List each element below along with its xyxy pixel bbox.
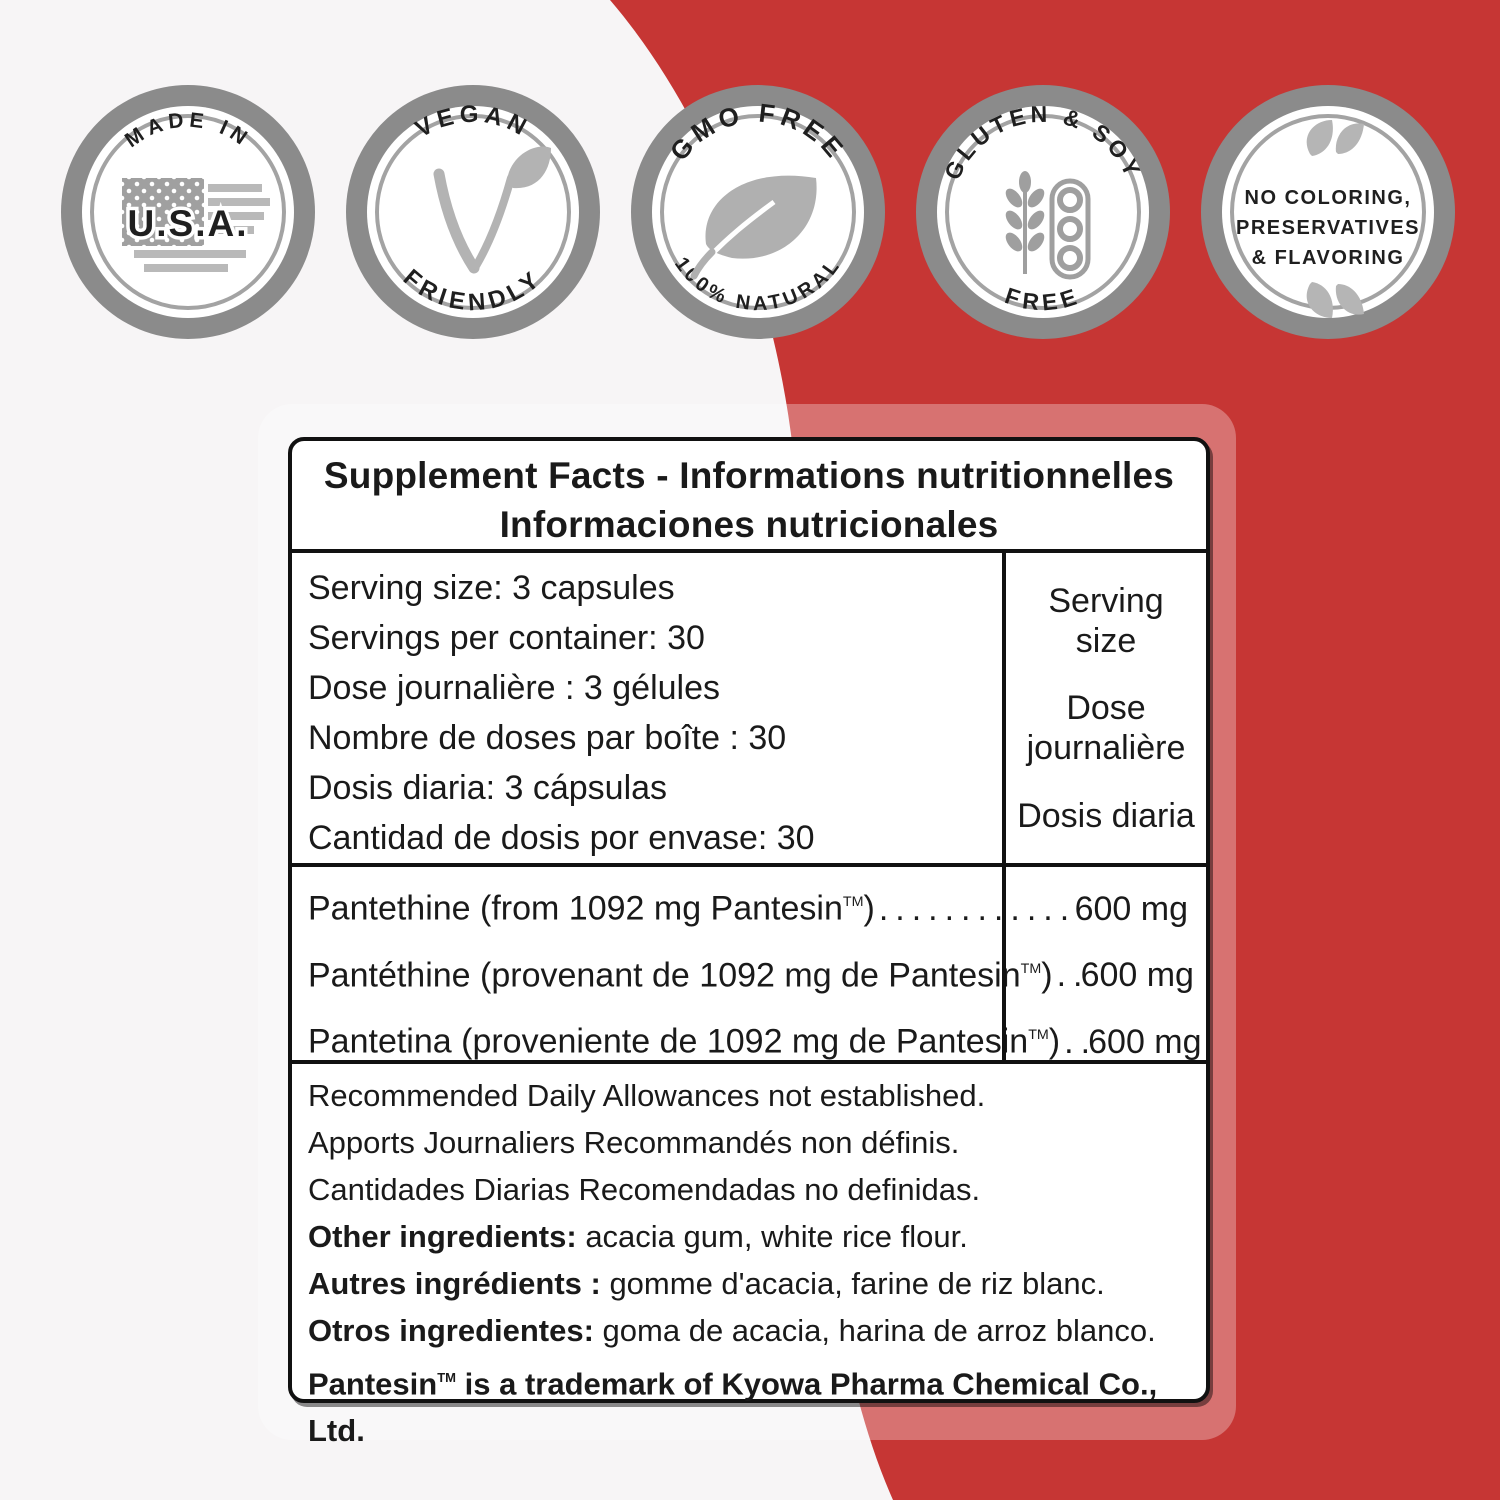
badge-face [1222,106,1434,318]
footnote-line: Apports Journaliers Recommandés non défi… [308,1119,1192,1166]
badge-vegan-friendly: VEGAN FRIENDLY [346,85,600,339]
footnote-bold: Other ingredients: [308,1219,577,1254]
footnote-bold: Autres ingrédients : [308,1266,601,1301]
flag-stripe [208,198,270,206]
footnote-line: Recommended Daily Allowances not establi… [308,1072,1192,1119]
dotted-leader: ........................................ [878,889,1075,928]
ingredient-row: Pantéthine (provenant de 1092 mg de Pant… [308,939,1194,1006]
dotted-leader: ........................................ [1064,1022,1088,1061]
trademark-symbol: TM [1028,1027,1049,1044]
serving-line: Dose journalière : 3 gélules [308,669,721,707]
badge-no-additives: NO COLORING, PRESERVATIVES & FLAVORING [1201,85,1455,339]
footnote-line: Otros ingredientes: goma de acacia, hari… [308,1307,1192,1354]
badge-inner-ring [660,114,856,310]
serving-column-header: Serving size Dose journalière Dosis diar… [1002,553,1206,863]
badge-inner-ring [375,114,571,310]
footnote-text: Recommended Daily Allowances not establi… [308,1078,986,1113]
serving-line: Serving size: 3 capsules [308,569,675,607]
trademark-rest: is a trademark of Kyowa Pharma Chemical … [308,1366,1158,1449]
ingredient-amount: 600 mg [1080,956,1194,995]
facts-title-line1: Supplement Facts - Informations nutritio… [323,455,1175,496]
trademark-symbol: TM [842,894,864,910]
ingredients-section: Pantethine (from 1092 mg PantesinTM) ...… [292,867,1206,1064]
flag-stripe [208,226,254,234]
facts-title-line2: Informaciones nutricionales [499,504,999,545]
trademark-symbol: TM [1020,960,1042,977]
ingredient-amount: 600 mg [1074,889,1188,928]
serving-line: Dosis diaria: 3 cápsulas [308,769,668,807]
footnote-text: acacia gum, white rice flour. [576,1219,968,1254]
badge-line-3: & FLAVORING [1252,247,1405,269]
serving-size-label: Serving size [1048,581,1164,660]
leaves-bottom-icon [1306,282,1364,318]
dotted-leader: ........................................ [1056,956,1081,995]
ingredient-name: Pantetina (proveniente de 1092 mg de Pan… [308,1005,1060,1072]
serving-section: Serving size: 3 capsules Servings per co… [292,553,1206,867]
flag-stars [122,178,204,246]
badge-face [367,106,579,318]
supplement-facts-panel: Supplement Facts - Informations nutritio… [288,437,1210,1448]
badge-gmo-free: GMO FREE 100% NATURAL [631,85,885,339]
ingredient-row: Pantetina (proveniente de 1092 mg de Pan… [308,1005,1202,1072]
footnote-text: goma de acacia, harina de arroz blanco. [593,1313,1156,1348]
badge-made-in-usa: MADE IN U.S.A. [61,85,315,339]
leaves-top-icon [1306,120,1364,156]
badge-line-2: PRESERVATIVES [1236,217,1420,239]
serving-line: Nombre de doses par boîte : 30 [308,719,787,757]
ingredient-name: Pantéthine (provenant de 1092 mg de Pant… [308,939,1053,1006]
footnote-bold: Otros ingredientes: [308,1313,594,1348]
dosis-diaria-label: Dosis diaria [1017,796,1195,835]
leaf-icon [690,175,817,280]
ingredient-name-text: Pantethine (from 1092 mg Pantesin [308,889,843,928]
flag-stripe [144,264,228,272]
flag-stripe [134,250,246,258]
column-divider [1002,867,1006,1060]
badge-usa-text: U.S.A. [128,203,249,244]
footnote-line: Autres ingrédients : gomme d'acacia, far… [308,1260,1192,1307]
flag-stripe [208,212,264,220]
flag-stripe [208,184,262,192]
ingredient-name-close: ) [1041,956,1053,995]
vegan-v-leaf-icon [433,146,551,274]
trademark-symbol: TM [437,1370,457,1385]
footnote-text: Cantidades Diarias Recomendadas no defin… [308,1172,981,1207]
serving-info-list: Serving size: 3 capsules Servings per co… [292,553,1002,863]
trademark-name: Pantesin [308,1366,438,1402]
footnote-line: Cantidades Diarias Recomendadas no defin… [308,1166,1192,1213]
ingredient-name-text: Pantetina (proveniente de 1092 mg de Pan… [308,1022,1029,1061]
ingredient-name-close: ) [863,889,875,928]
dose-journaliere-label: Dose journalière [1026,689,1186,767]
trademark-line: PantesinTM is a trademark of Kyowa Pharm… [308,1354,1192,1454]
badge-inner-ring [90,114,286,310]
ingredient-name-close: ) [1048,1022,1061,1061]
serving-line: Servings per container: 30 [308,619,705,657]
badge-inner-ring [945,114,1141,310]
facts-header: Supplement Facts - Informations nutritio… [292,441,1206,553]
wheat-soy-icon [1005,171,1091,280]
footnote-line: Other ingredients: acacia gum, white ric… [308,1213,1192,1260]
serving-line: Cantidad de dosis por envase: 30 [308,819,815,857]
badge-line-1: NO COLORING, [1245,187,1412,209]
ingredient-row: Pantethine (from 1092 mg PantesinTM) ...… [308,872,1188,939]
ingredient-name: Pantethine (from 1092 mg PantesinTM) [308,872,875,939]
ingredient-amount: 600 mg [1088,1022,1202,1061]
ingredient-name-text: Pantéthine (provenant de 1092 mg de Pant… [308,956,1021,995]
footnote-text: gomme d'acacia, farine de riz blanc. [600,1266,1105,1301]
footnote-text: Apports Journaliers Recommandés non défi… [308,1125,960,1160]
footnotes-section: Recommended Daily Allowances not establi… [292,1064,1206,1454]
usa-flag-map-icon [122,178,270,272]
badge-gluten-soy-free: GLUTEN & SOY FREE [916,85,1170,339]
